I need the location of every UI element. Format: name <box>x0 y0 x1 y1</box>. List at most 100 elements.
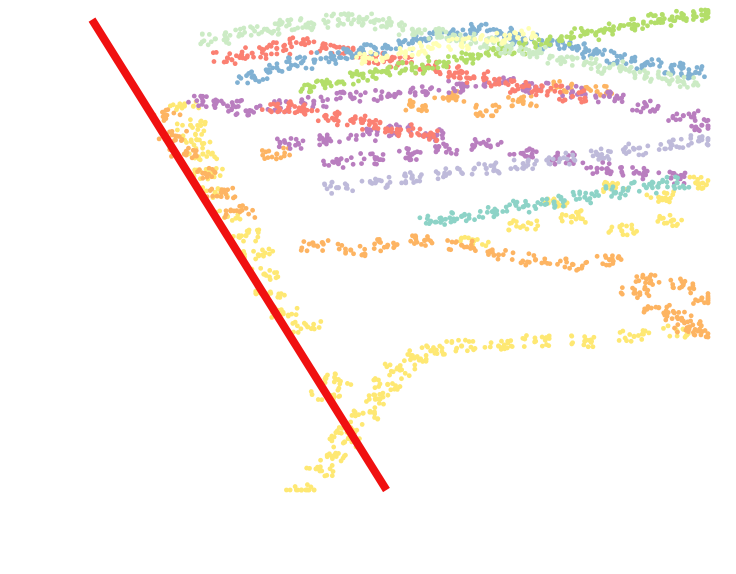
reference-line <box>88 17 390 493</box>
data-point-jitter <box>622 192 628 198</box>
data-point-jitter <box>533 44 539 50</box>
data-point-jitter <box>298 16 304 21</box>
data-point-jitter <box>370 70 376 76</box>
data-point-jitter <box>240 203 245 209</box>
data-point-jitter <box>235 215 241 221</box>
data-point-jitter <box>627 332 633 337</box>
data-point-jitter <box>359 120 364 126</box>
data-point-jitter <box>334 122 340 128</box>
data-point-jitter <box>606 230 612 235</box>
data-point-jitter <box>511 151 517 157</box>
data-point-jitter <box>599 152 605 157</box>
data-point-jitter <box>443 149 449 155</box>
data-point-jitter <box>655 218 661 224</box>
data-point-jitter <box>406 127 411 133</box>
data-point-jitter <box>571 192 577 198</box>
data-point-jitter <box>566 161 572 167</box>
data-point-jitter <box>594 253 600 259</box>
data-point-jitter <box>531 253 537 258</box>
data-point-jitter <box>200 141 206 147</box>
data-point-jitter <box>501 342 507 348</box>
data-point-jitter <box>535 88 540 94</box>
data-point-jitter <box>402 37 408 43</box>
data-point-jitter <box>477 110 483 116</box>
data-point-jitter <box>338 378 343 384</box>
data-point-jitter <box>372 26 378 32</box>
data-point-jitter <box>684 16 689 21</box>
data-point-jitter <box>533 92 539 98</box>
data-point-jitter <box>197 137 202 143</box>
data-point-jitter <box>464 244 470 250</box>
data-point-jitter <box>258 54 263 60</box>
data-point-jitter <box>489 113 494 119</box>
data-point-jitter <box>586 48 592 54</box>
data-point-jitter <box>583 46 589 51</box>
data-point-jitter <box>191 93 197 99</box>
data-point-jitter <box>635 22 641 28</box>
data-point-jitter <box>474 102 479 108</box>
data-point-jitter <box>619 66 624 72</box>
data-point-jitter <box>523 163 529 169</box>
data-point-jitter <box>417 174 423 180</box>
data-point-jitter <box>705 300 711 305</box>
data-point-jitter <box>494 208 500 214</box>
data-point-jitter <box>619 99 625 105</box>
data-point-jitter <box>400 60 406 66</box>
data-point-jitter <box>251 54 256 60</box>
data-point-jitter <box>341 90 347 96</box>
data-point-jitter <box>595 69 601 74</box>
data-point-jitter <box>703 118 709 124</box>
data-point-jitter <box>566 41 572 47</box>
data-point-jitter <box>563 89 569 95</box>
data-point-jitter <box>233 112 239 118</box>
data-point-jitter <box>399 367 405 373</box>
data-point-jitter <box>364 126 370 132</box>
data-point-jitter <box>326 136 332 142</box>
data-point-jitter <box>573 216 579 222</box>
data-point-jitter <box>507 32 513 38</box>
data-point-jitter <box>253 256 259 262</box>
data-point-jitter <box>688 290 694 296</box>
data-point-jitter <box>443 29 449 35</box>
data-point-jitter <box>249 69 255 75</box>
data-point-jitter <box>435 147 441 153</box>
data-point-jitter <box>233 27 239 33</box>
data-point-jitter <box>569 341 575 347</box>
data-point-jitter <box>412 366 418 372</box>
data-point-jitter <box>343 249 349 255</box>
data-point-jitter <box>593 149 599 155</box>
data-point-jitter <box>484 171 490 176</box>
data-point-jitter <box>322 85 328 91</box>
data-point-jitter <box>329 13 335 19</box>
data-point-jitter <box>446 90 452 96</box>
data-point-jitter <box>496 104 502 110</box>
data-point-jitter <box>674 180 680 185</box>
data-point-jitter <box>595 99 601 105</box>
data-point-jitter <box>679 278 685 284</box>
data-point-jitter <box>463 32 468 38</box>
data-point-jitter <box>375 69 381 74</box>
data-point-jitter <box>675 322 681 328</box>
data-point-jitter <box>558 196 564 202</box>
data-point-jitter <box>559 212 565 217</box>
data-point-jitter <box>540 84 545 89</box>
data-point-jitter <box>374 396 380 402</box>
data-point-jitter <box>502 50 508 55</box>
data-point-jitter <box>680 145 686 151</box>
data-point-jitter <box>471 75 477 81</box>
data-point-jitter <box>555 152 560 158</box>
data-point-jitter <box>460 171 465 177</box>
data-point-jitter <box>487 27 493 33</box>
data-point-jitter <box>324 186 330 192</box>
data-point-jitter <box>333 96 339 102</box>
data-point-jitter <box>659 11 665 17</box>
data-point-jitter <box>348 155 354 161</box>
data-point-jitter <box>195 127 201 132</box>
data-point-jitter <box>518 95 524 101</box>
data-point <box>680 113 686 119</box>
data-point-jitter <box>320 41 326 47</box>
data-point-jitter <box>660 20 666 25</box>
data-point-jitter <box>553 83 559 89</box>
data-point-jitter <box>582 95 588 101</box>
data-point-jitter <box>617 330 623 335</box>
